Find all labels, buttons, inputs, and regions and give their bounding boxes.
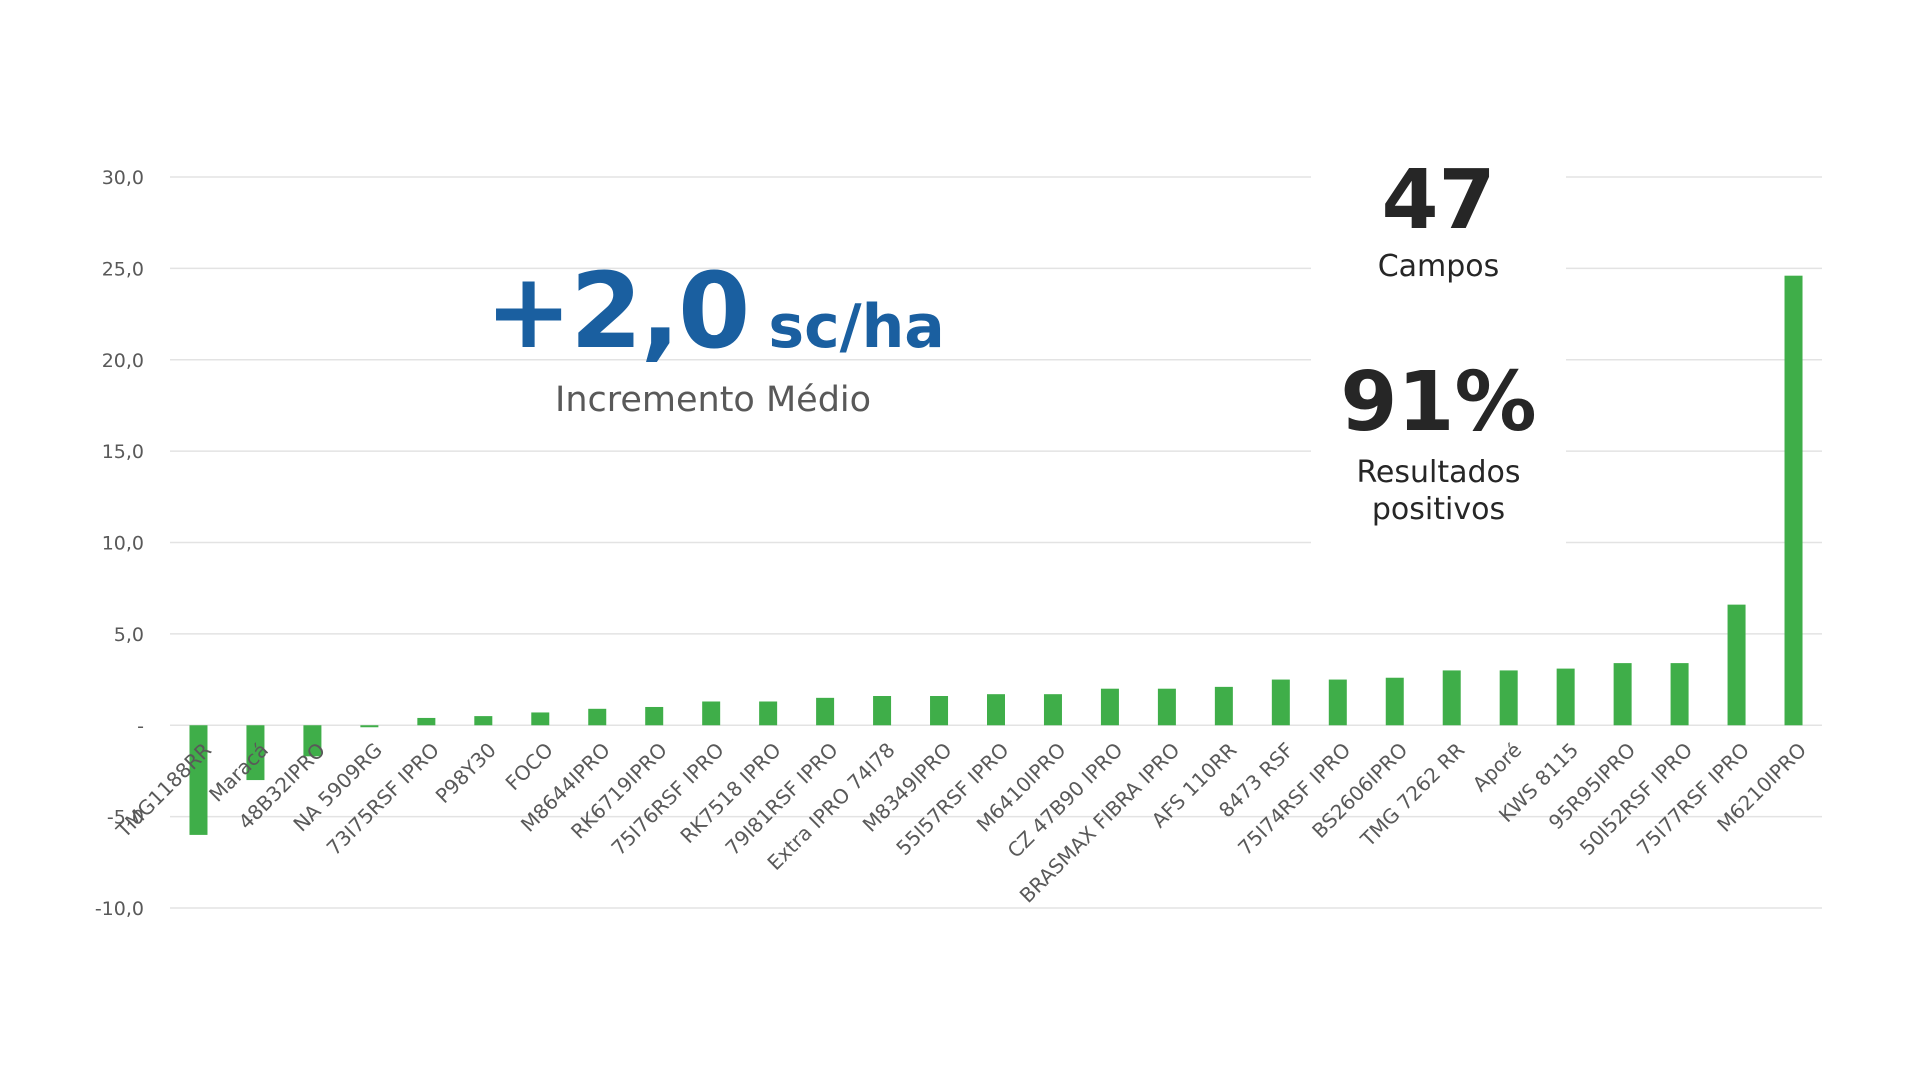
bar <box>1727 604 1746 726</box>
x-tick-label: P98Y30 <box>431 738 501 808</box>
bar <box>417 717 436 726</box>
fields-count: 47 <box>1381 153 1496 248</box>
stats-panel: 47 Campos 91% Resultados positivos <box>1311 150 1566 545</box>
bar <box>1385 677 1404 726</box>
y-tick-label: -5,0 <box>107 807 144 829</box>
bar <box>303 725 322 757</box>
average-increment-label: Incremento Médio <box>555 380 872 420</box>
y-tick-label: -10,0 <box>95 898 144 920</box>
bar <box>702 701 721 726</box>
bars <box>189 275 1803 835</box>
bar <box>1613 663 1632 726</box>
bar <box>1043 694 1062 726</box>
average-increment: +2,0 sc/ha <box>485 250 945 372</box>
y-tick-label: 5,0 <box>114 624 144 646</box>
bar <box>246 725 265 781</box>
positive-percentage: 91% <box>1340 354 1537 450</box>
bar <box>873 696 892 726</box>
y-tick-label: 20,0 <box>102 350 144 372</box>
x-tick-label: RK7518 IPRO <box>675 738 785 848</box>
bar <box>474 716 493 726</box>
bar <box>1157 688 1176 726</box>
bar <box>930 696 949 726</box>
bar <box>1784 275 1803 726</box>
bar <box>531 712 550 726</box>
fields-label: Campos <box>1377 249 1500 284</box>
y-axis-ticks: 30,0 25,0 20,0 15,0 10,0 5,0 - -5,0 -10,0 <box>95 167 144 920</box>
y-tick-label: 30,0 <box>102 167 144 189</box>
bar <box>360 725 379 728</box>
y-tick-label: 15,0 <box>102 441 144 463</box>
positive-label-line1: Resultados <box>1356 454 1521 490</box>
bar <box>1556 668 1575 726</box>
average-increment-unit: sc/ha <box>768 292 945 362</box>
bar <box>1670 663 1689 726</box>
bar <box>1214 686 1233 726</box>
gridlines <box>170 176 1822 909</box>
bar <box>1499 670 1518 726</box>
bar <box>189 725 208 835</box>
x-tick-label: TMG 7262 RR <box>1355 738 1469 852</box>
bar <box>645 706 664 726</box>
bar <box>816 697 835 726</box>
y-tick-label: 25,0 <box>102 258 144 280</box>
bar <box>1328 679 1347 726</box>
bar <box>759 701 778 726</box>
bar <box>588 708 607 726</box>
y-tick-label: 10,0 <box>102 533 144 555</box>
bar <box>987 694 1005 726</box>
bar <box>1442 670 1461 726</box>
positive-label-line2: positivos <box>1371 492 1506 527</box>
bar <box>1100 688 1119 726</box>
bar <box>1271 679 1290 726</box>
y-tick-label: - <box>137 715 144 737</box>
average-increment-value: +2,0 <box>485 250 750 372</box>
